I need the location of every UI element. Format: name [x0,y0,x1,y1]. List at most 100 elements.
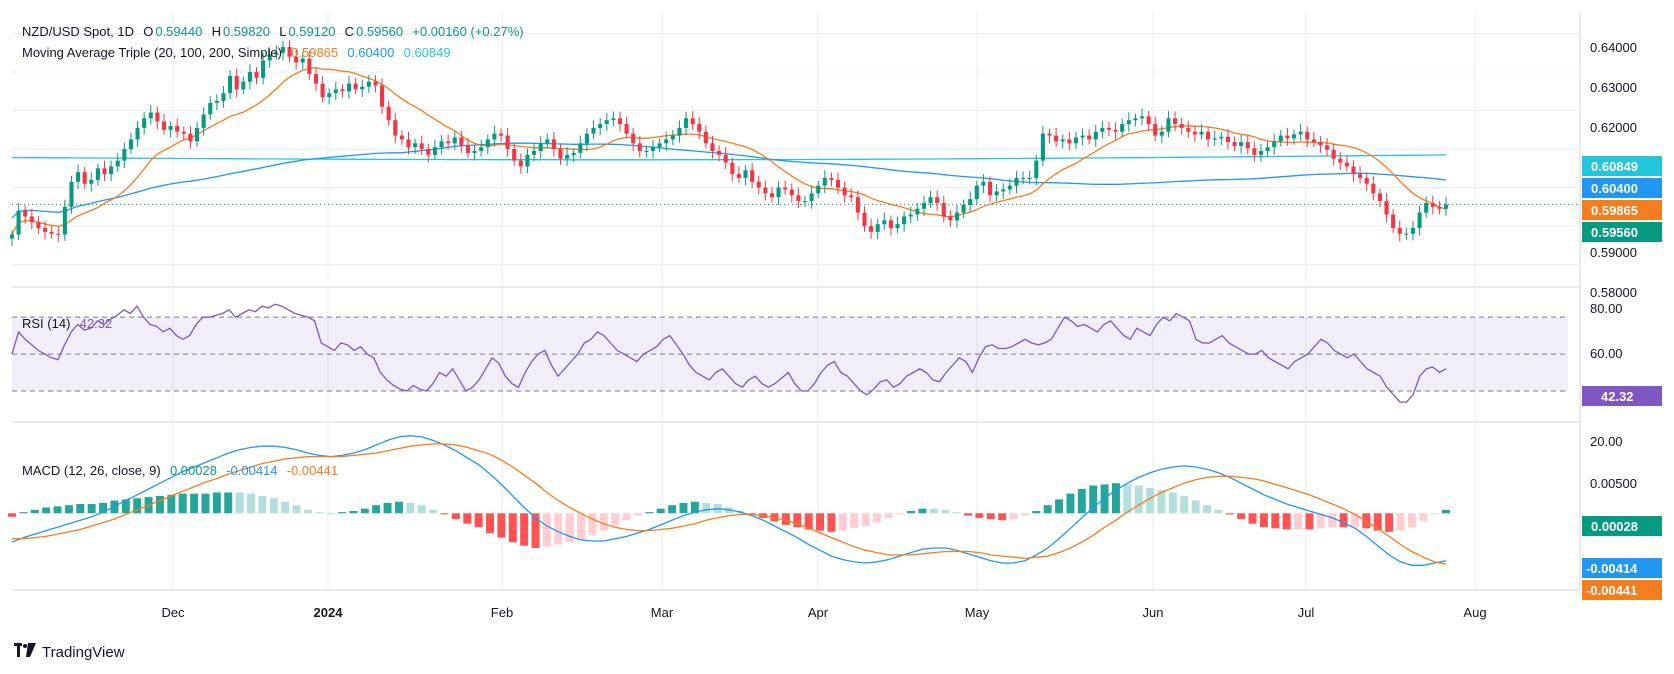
macd-title[interactable]: MACD (12, 26, close, 9) [22,463,161,478]
macd-histogram-bar [167,494,176,514]
candle [591,120,596,140]
macd-histogram-bar [349,510,358,514]
candle [432,139,437,160]
candle-body [280,47,285,53]
macd-histogram-bar [463,513,472,524]
candle-body [571,152,576,155]
candle-body [789,189,794,196]
macd-histogram-bar [1294,513,1303,530]
candle-body [168,125,173,130]
candle [1120,118,1125,137]
close-label: C [344,24,355,39]
macd-histogram-bar [838,513,847,531]
ohlc-legend: NZD/USD Spot, 1D O 0.59440 H 0.59820 L 0.59… [22,24,526,39]
candle-body [439,141,444,148]
candle [551,131,556,157]
macd-histogram-bar [793,513,802,528]
candle [1199,124,1204,140]
candle-body [888,220,893,229]
candle-body [1093,131,1098,140]
candle-body [194,127,200,142]
candle-body [1417,212,1422,229]
candle [208,96,213,120]
candle-body [935,197,940,203]
candle [393,112,398,144]
rsi-title[interactable]: RSI (14) [22,316,71,331]
candle [29,208,34,230]
macd-histogram-bar [247,493,255,514]
macd-histogram-bar [372,505,381,514]
candle-body [829,177,834,180]
macd-histogram-bar [565,513,574,543]
candle-body [294,56,299,63]
candle-body [1073,137,1078,144]
candle-body [1159,131,1164,136]
candle-body [479,147,484,151]
candle-body [1325,145,1330,150]
candle-body [1424,202,1429,213]
ma200-line [11,154,1447,161]
candle-body [1364,177,1369,184]
candle [95,163,100,186]
candle-body [122,149,127,161]
candle [505,128,510,157]
candle [809,185,814,209]
candle [380,78,385,114]
candle-body [1100,127,1105,132]
candle-body [624,124,629,134]
candle [717,145,722,162]
svg-text:0.00028: 0.00028 [1591,519,1638,534]
candle-body [36,222,41,229]
candle-body [320,83,325,98]
tradingview-brand[interactable]: TradingView [14,643,125,662]
candle [155,106,160,129]
macd-histogram-bar [394,501,403,514]
candle [1258,144,1264,162]
macd-histogram-bar [474,513,483,528]
macd-signal-line [12,443,1447,565]
svg-text:-0.00414: -0.00414 [1586,561,1638,576]
candle-body [538,143,543,151]
macd-histogram-bar [201,493,210,514]
symbol-title[interactable]: NZD/USD Spot, 1D [22,24,134,39]
candle [690,111,695,130]
candle [565,147,570,166]
macd-histogram-bar [1203,505,1211,514]
candle [465,137,471,159]
candle [459,131,464,153]
candle [935,190,940,211]
moving-average-lines [11,67,1580,235]
candle [161,113,167,135]
candle-body [1305,131,1310,140]
candle-body [604,120,609,125]
macd-histogram-bar [1430,513,1439,515]
macd-line [11,435,1447,566]
grid [12,12,1581,591]
candle-body [1027,177,1032,179]
candle-body [822,177,827,186]
svg-text:-0.00441: -0.00441 [1586,583,1637,598]
candle-body [591,127,596,134]
candle [842,181,847,203]
macd-histogram-bar [611,513,620,525]
candle-body [234,75,239,90]
candle [439,135,444,155]
price-badge-macd: -0.00414 [1582,558,1662,578]
candle-body [1139,116,1145,119]
candle [835,172,841,195]
candle-body [974,185,979,200]
candle [604,113,609,131]
candle [525,148,530,174]
macd-histogram-bar [1180,495,1189,514]
candle-body [908,214,913,217]
macd-histogram-bar [1123,484,1132,514]
macd-histogram-bar [292,505,301,514]
candle-body [313,73,319,84]
close-value: 0.59560 [356,24,404,39]
candle-body [578,143,583,153]
macd-histogram-bar [702,502,711,514]
candle-body [650,147,656,151]
ma-title[interactable]: Moving Average Triple (20, 100, 200, Sim… [22,45,282,60]
candle-body [776,187,781,198]
